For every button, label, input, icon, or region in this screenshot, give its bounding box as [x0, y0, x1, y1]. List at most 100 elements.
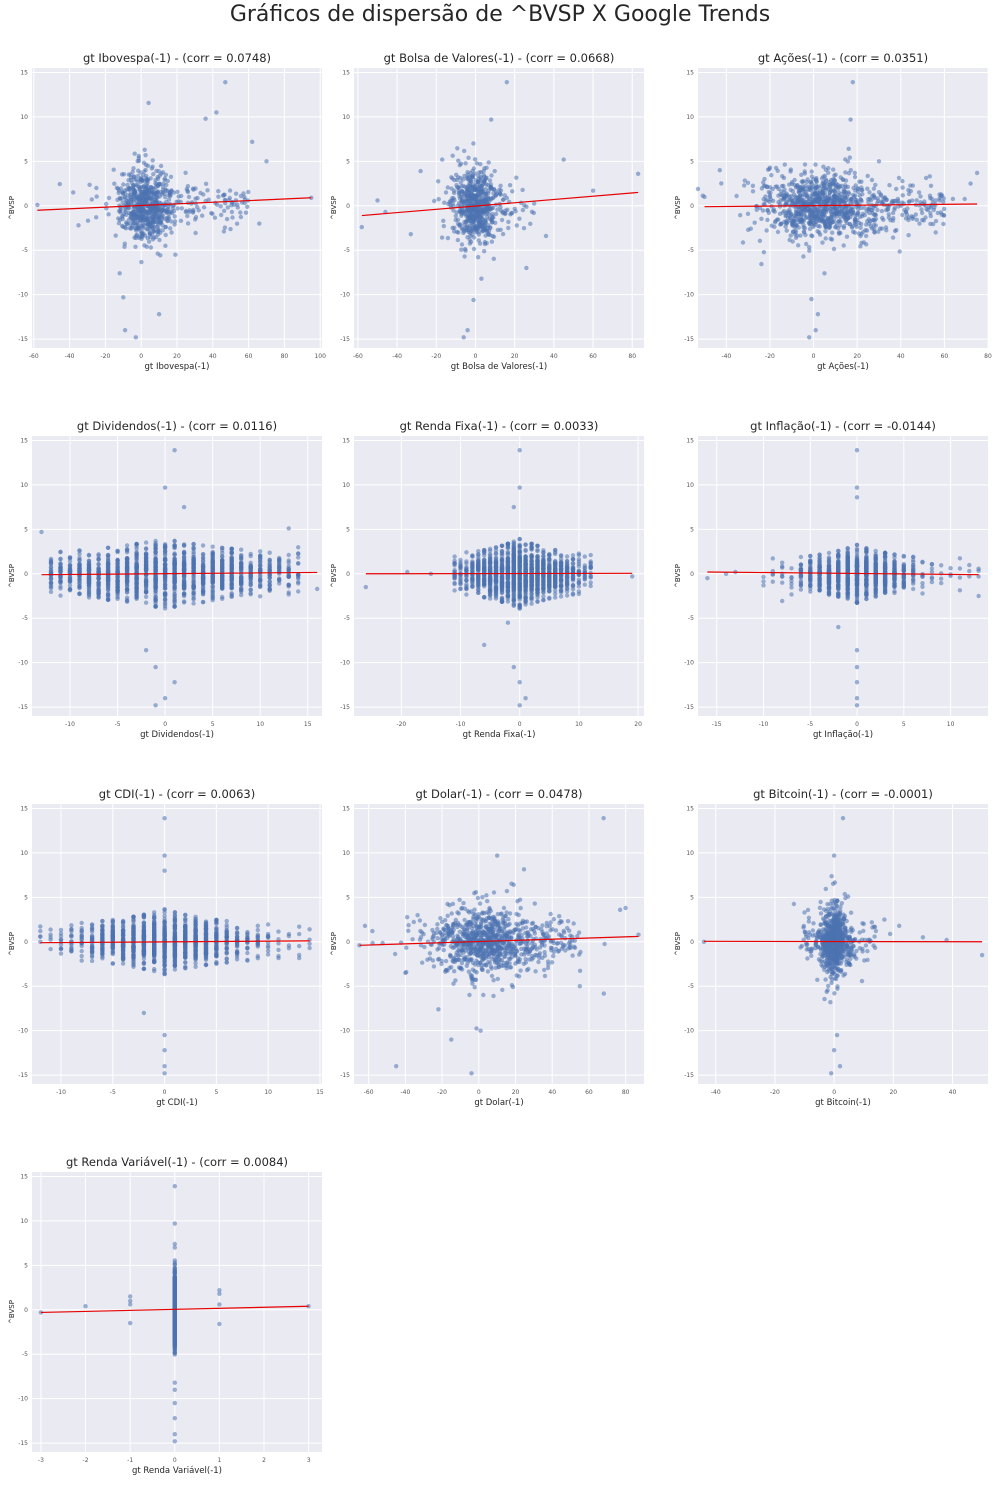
scatter-point	[223, 80, 228, 85]
scatter-point	[139, 259, 144, 265]
scatter-point	[169, 219, 174, 224]
scatter-point	[133, 244, 138, 249]
scatter-point	[813, 186, 818, 192]
scatter-point	[241, 191, 246, 196]
scatter-point	[492, 168, 497, 174]
scatter-point	[761, 180, 766, 185]
scatter-point	[133, 335, 138, 340]
scatter-point	[67, 556, 73, 561]
y-tick-label: 10	[20, 114, 28, 121]
scatter-point	[858, 197, 863, 202]
y-tick-label: 0	[690, 203, 694, 210]
scatter-point	[564, 558, 570, 564]
scatter-point	[781, 183, 786, 189]
y-tick-label: -5	[344, 615, 350, 622]
scatter-point	[848, 117, 853, 122]
scatter-point	[702, 194, 707, 200]
scatter-point	[489, 239, 495, 244]
x-tick-label: 40	[897, 353, 905, 360]
scatter-point	[531, 210, 536, 216]
x-tick-label: 0	[518, 721, 522, 728]
scatter-point	[809, 233, 814, 238]
scatter-point	[864, 242, 869, 247]
scatter-point	[161, 181, 166, 186]
scatter-point	[831, 246, 837, 252]
scatter-point	[765, 184, 770, 189]
scatter-point	[831, 202, 836, 207]
scatter-point	[825, 182, 830, 187]
scatter-point	[745, 180, 751, 185]
scatter-point	[114, 185, 120, 190]
scatter-point	[113, 233, 118, 238]
scatter-point	[171, 190, 176, 195]
scatter-point	[821, 174, 826, 179]
scatter-point	[286, 574, 291, 579]
scatter-point	[482, 222, 487, 228]
scatter-point	[761, 250, 767, 255]
scatter-point	[162, 597, 168, 603]
scatter-point	[471, 246, 477, 252]
scatter-point	[890, 210, 896, 216]
scatter-point	[941, 221, 946, 227]
scatter-point	[172, 597, 177, 603]
scatter-point	[210, 211, 215, 216]
scatter-point	[777, 211, 783, 216]
scatter-point	[143, 600, 149, 605]
scatter-point	[176, 194, 181, 199]
scatter-point	[143, 567, 149, 572]
scatter-plot-5: gt Renda Fixa(-1) - (corr = 0.0033)-20 -1…	[330, 419, 644, 740]
x-tick-label: -10	[456, 721, 466, 728]
scatter-point	[842, 214, 847, 220]
scatter-point	[96, 590, 101, 595]
scatter-point	[143, 153, 148, 158]
scatter-point	[296, 561, 301, 566]
scatter-point	[873, 203, 878, 209]
scatter-point	[822, 209, 827, 214]
scatter-point	[719, 181, 724, 186]
scatter-point	[441, 223, 446, 229]
scatter-point	[210, 593, 215, 599]
scatter-point	[191, 561, 196, 566]
scatter-point	[856, 231, 862, 236]
scatter-point	[153, 601, 158, 606]
scatter-point	[157, 182, 162, 187]
scatter-point	[823, 167, 828, 172]
scatter-point	[418, 168, 423, 174]
scatter-point	[805, 177, 810, 182]
scatter-point	[154, 168, 159, 174]
scatter-point	[886, 212, 891, 217]
scatter-point	[129, 180, 134, 185]
scatter-point	[121, 295, 126, 300]
scatter-point	[491, 256, 496, 261]
scatter-point	[246, 189, 251, 195]
scatter-point	[464, 225, 469, 230]
scatter-point	[286, 590, 291, 595]
plot-title: gt Bolsa de Valores(-1) - (corr = 0.0668…	[384, 51, 615, 65]
scatter-point	[798, 197, 804, 203]
scatter-point	[162, 176, 167, 181]
scatter-point	[528, 221, 533, 226]
scatter-point	[490, 205, 496, 210]
scatter-point	[809, 296, 814, 302]
scatter-point	[796, 211, 801, 217]
scatter-point	[564, 593, 570, 598]
scatter-point	[792, 219, 797, 224]
scatter-point	[168, 174, 174, 179]
scatter-point	[479, 276, 484, 281]
scatter-point	[143, 162, 149, 167]
scatter-point	[172, 680, 177, 685]
scatter-point	[498, 183, 503, 188]
scatter-point	[797, 193, 802, 199]
scatter-point	[850, 80, 855, 85]
scatter-point	[218, 204, 223, 209]
scatter-point	[493, 211, 499, 217]
scatter-point	[153, 578, 158, 583]
scatter-point	[231, 202, 237, 207]
scatter-point	[286, 567, 291, 573]
y-tick-label: -10	[340, 292, 350, 299]
scatter-point	[181, 554, 187, 560]
scatter-point	[838, 230, 843, 236]
scatter-point	[867, 190, 872, 195]
scatter-point	[776, 193, 781, 198]
